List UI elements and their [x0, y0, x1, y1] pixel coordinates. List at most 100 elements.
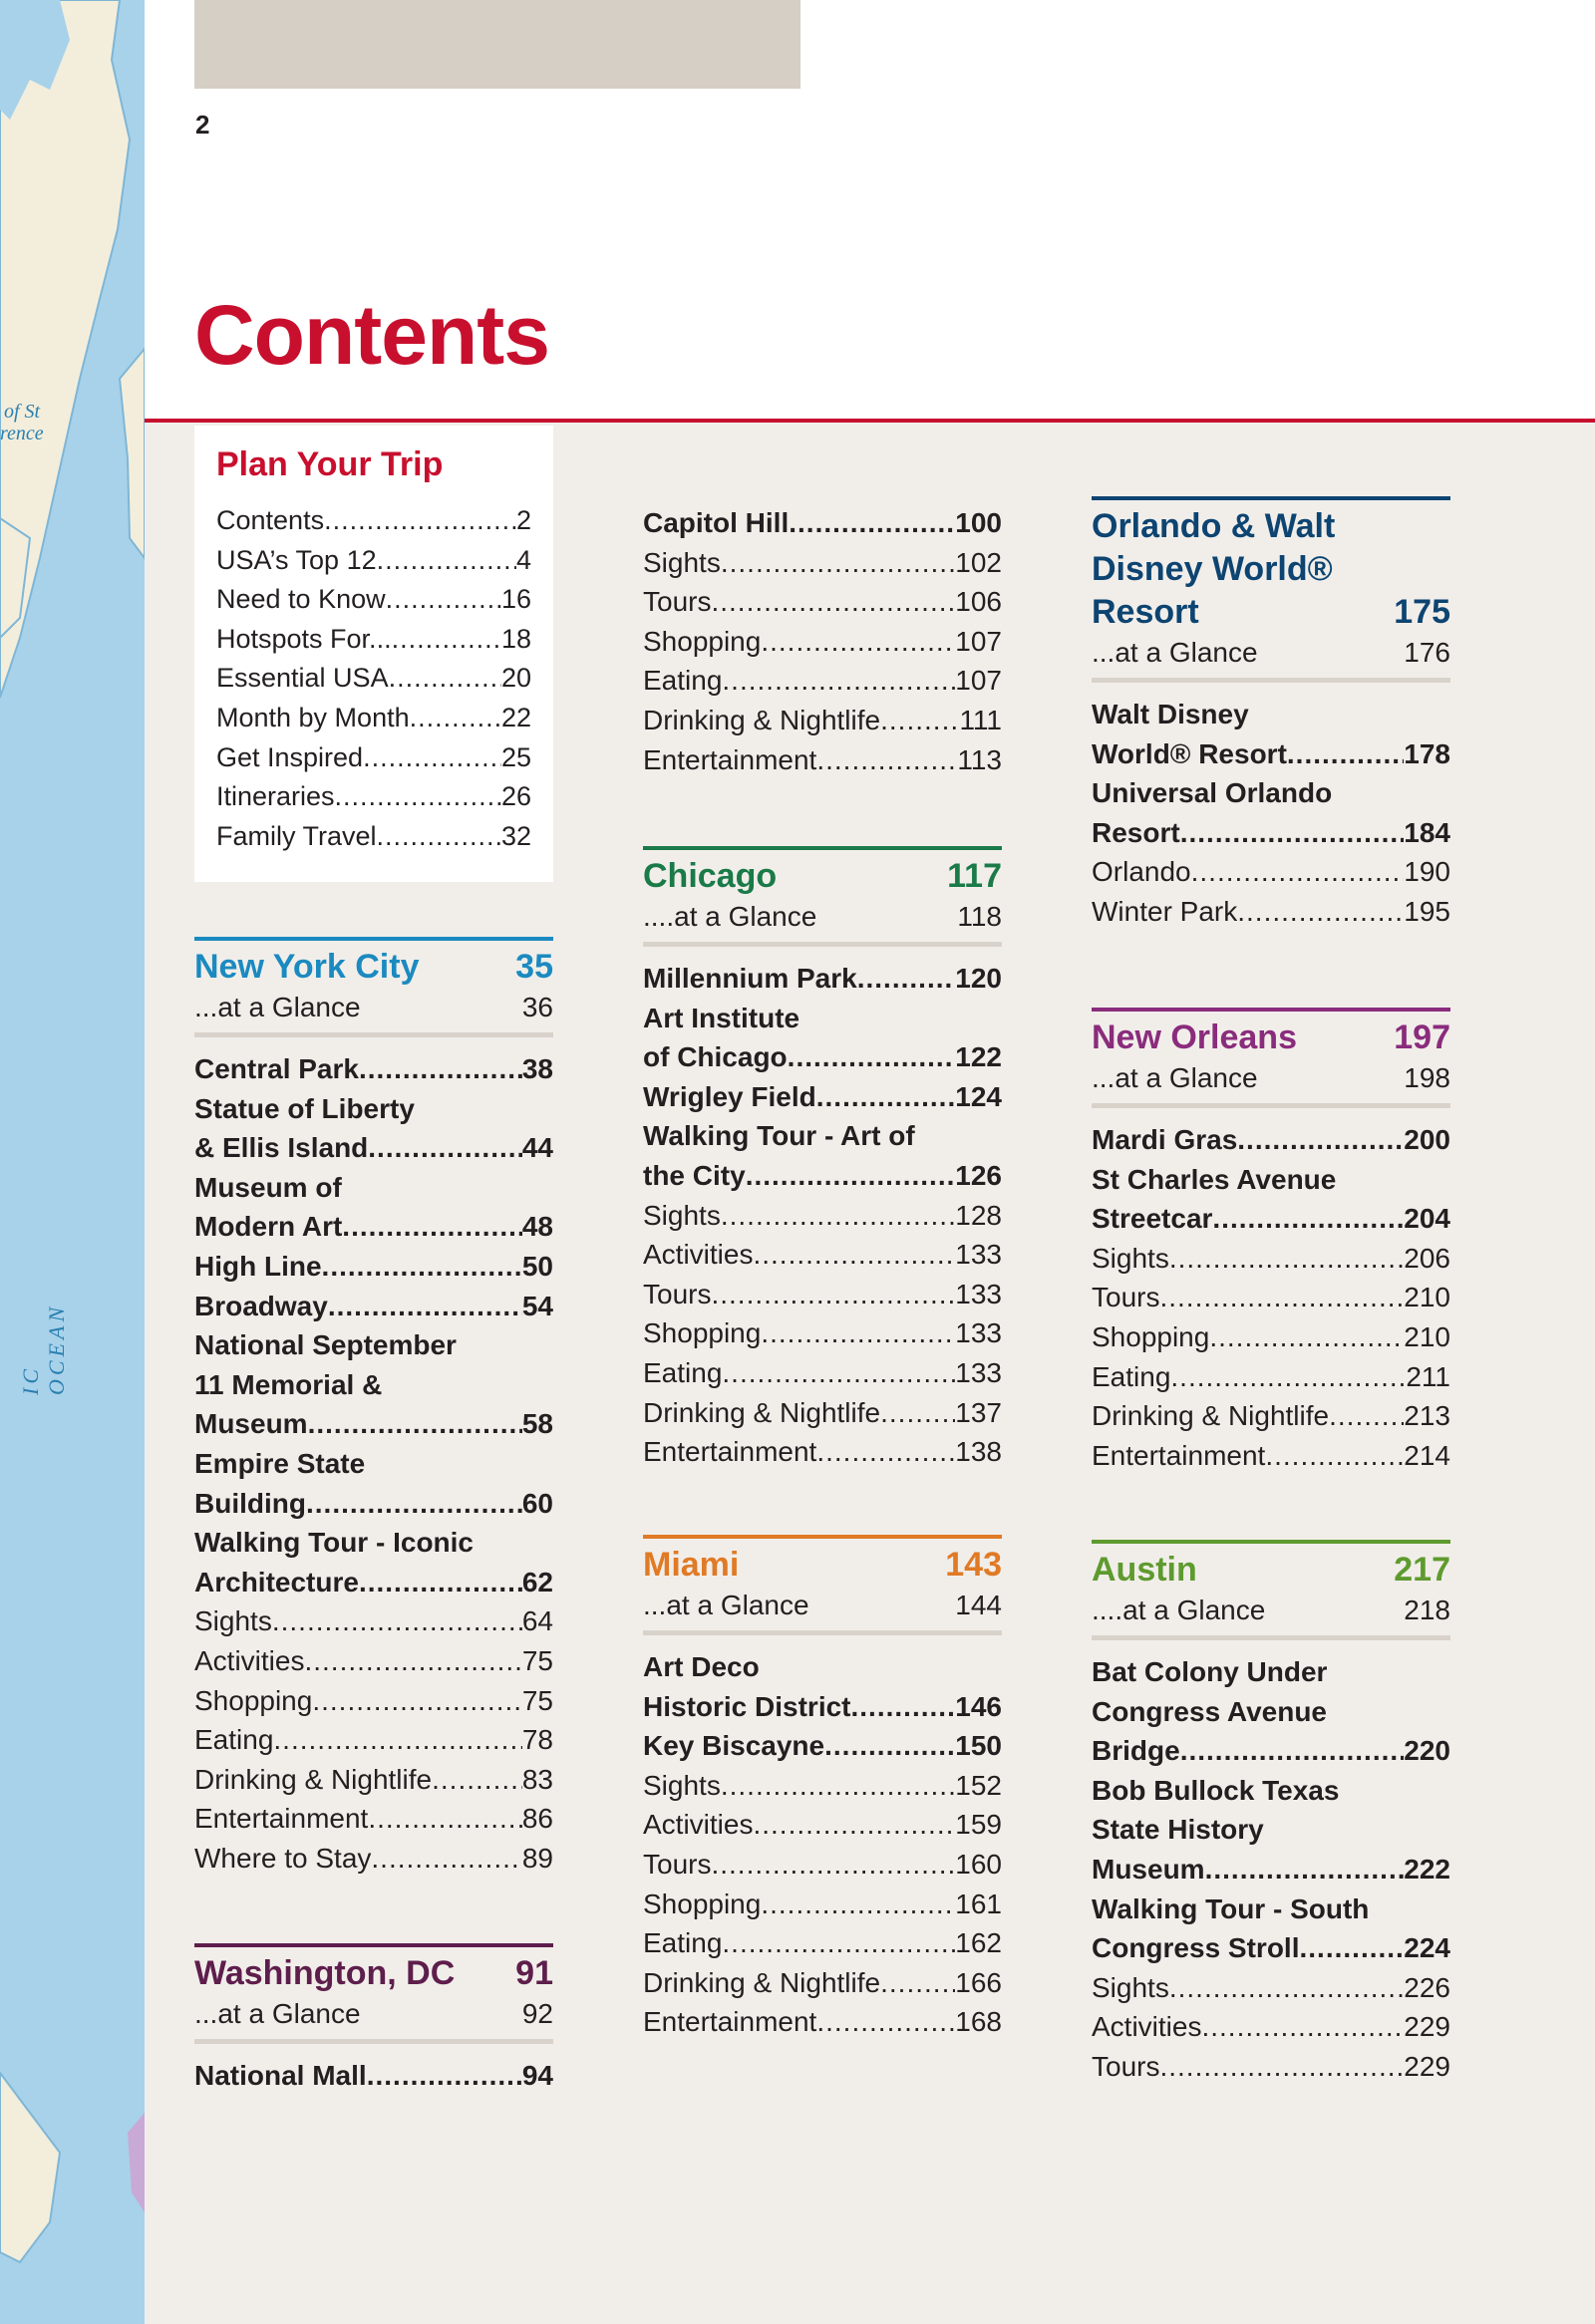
entry-title[interactable]: Shopping	[1092, 1320, 1210, 1352]
entry-title[interactable]: Drinking & Nightlife	[643, 704, 881, 735]
entry-title[interactable]: Itineraries	[216, 781, 335, 812]
toc-entry[interactable]: Tours 106	[643, 582, 1002, 622]
entry-page[interactable]: 54	[521, 1290, 553, 1321]
glance-label[interactable]: ...at a Glance	[194, 1998, 361, 2029]
section-page[interactable]: 35	[515, 948, 553, 986]
entry-title[interactable]: Broadway	[194, 1290, 328, 1321]
entry-page[interactable]: 4	[515, 544, 531, 575]
entry-page[interactable]: 62	[521, 1566, 553, 1598]
entry-title[interactable]: Entertainment	[643, 1436, 817, 1468]
toc-entry[interactable]: Drinking & Nightlife 83	[194, 1760, 553, 1800]
toc-entry[interactable]: & Ellis Island 44	[194, 1128, 553, 1168]
entry-title[interactable]: Sights	[643, 1769, 721, 1801]
entry-page[interactable]: 178	[1404, 737, 1450, 769]
toc-entry[interactable]: Itineraries 26	[216, 777, 531, 817]
section-heading[interactable]: Chicago 117	[643, 854, 1002, 897]
entry-title[interactable]: Historic District	[643, 1690, 851, 1722]
toc-entry[interactable]: Bridge 220	[1092, 1731, 1450, 1771]
entry-title[interactable]: Tours	[643, 1278, 712, 1309]
toc-entry[interactable]: of Chicago 122	[643, 1037, 1002, 1077]
entry-page[interactable]: 113	[957, 743, 1002, 775]
toc-entry[interactable]: Tours 210	[1092, 1278, 1450, 1317]
entry-title[interactable]: Shopping	[643, 1317, 762, 1349]
at-a-glance-entry[interactable]: ...at a Glance 92	[194, 1994, 553, 2033]
entry-title[interactable]: National Mall	[194, 2060, 367, 2091]
entry-page[interactable]: 2	[515, 505, 531, 535]
entry-title[interactable]: Get Inspired	[216, 741, 364, 772]
entry-title[interactable]: Need to Know	[216, 584, 386, 615]
at-a-glance-entry[interactable]: ...at a Glance 144	[643, 1586, 1002, 1624]
entry-title[interactable]: Congress Stroll	[1092, 1932, 1300, 1964]
entry-page[interactable]: 200	[1404, 1124, 1450, 1155]
entry-page[interactable]: 214	[1404, 1439, 1450, 1471]
entry-title[interactable]: Eating	[194, 1724, 274, 1756]
entry-page[interactable]: 138	[955, 1436, 1002, 1468]
entry-title[interactable]: Sights	[194, 1605, 272, 1637]
entry-title[interactable]: Contents	[216, 505, 325, 535]
toc-entry[interactable]: Eating 211	[1092, 1357, 1450, 1397]
entry-title[interactable]: Sights	[1092, 1971, 1169, 2003]
entry-title[interactable]: Drinking & Nightlife	[643, 1396, 881, 1428]
entry-title[interactable]: Activities	[1092, 2011, 1202, 2043]
section-title[interactable]: Austin	[1092, 1551, 1197, 1589]
entry-title[interactable]: Millennium Park	[643, 963, 857, 994]
entry-title[interactable]: Month by Month	[216, 702, 410, 732]
entry-page[interactable]: 18	[500, 623, 531, 654]
entry-page[interactable]: 206	[1404, 1242, 1450, 1274]
entry-page[interactable]: 38	[521, 1053, 553, 1084]
entry-page[interactable]: 229	[1404, 2011, 1450, 2043]
toc-entry[interactable]: the City 126	[643, 1156, 1002, 1196]
toc-entry[interactable]: Where to Stay 89	[194, 1839, 553, 1879]
toc-entry[interactable]: Tours 160	[643, 1845, 1002, 1885]
entry-page[interactable]: 122	[955, 1041, 1002, 1073]
entry-page[interactable]: 89	[521, 1842, 553, 1874]
toc-entry[interactable]: Tours 133	[643, 1275, 1002, 1314]
entry-title[interactable]: Eating	[643, 665, 723, 697]
section-title[interactable]: New Orleans	[1092, 1018, 1297, 1056]
entry-title[interactable]: Sights	[1092, 1242, 1169, 1274]
toc-entry[interactable]: Drinking & Nightlife 111	[643, 701, 1002, 740]
entry-title[interactable]: World® Resort	[1092, 737, 1287, 769]
entry-page[interactable]: 222	[1404, 1853, 1450, 1885]
section-title[interactable]: New York City	[194, 948, 420, 986]
entry-page[interactable]: 20	[500, 663, 531, 694]
section-heading[interactable]: Austin 217	[1092, 1548, 1450, 1591]
glance-label[interactable]: ...at a Glance	[643, 1590, 809, 1620]
toc-entry[interactable]: Essential USA 20	[216, 659, 531, 699]
entry-page[interactable]: 44	[521, 1132, 553, 1164]
toc-entry[interactable]: Orlando 190	[1092, 852, 1450, 892]
entry-page[interactable]: 83	[521, 1763, 553, 1795]
glance-label[interactable]: ...at a Glance	[194, 992, 361, 1022]
toc-entry[interactable]: Sights 102	[643, 543, 1002, 583]
entry-title[interactable]: Essential USA	[216, 663, 389, 694]
toc-entry[interactable]: Streetcar 204	[1092, 1199, 1450, 1239]
glance-label[interactable]: ....at a Glance	[643, 901, 817, 932]
entry-page[interactable]: 146	[955, 1690, 1002, 1722]
entry-title[interactable]: Museum	[1092, 1853, 1205, 1885]
entry-page[interactable]: 107	[955, 665, 1002, 697]
toc-entry[interactable]: Architecture 62	[194, 1563, 553, 1602]
toc-entry[interactable]: Winter Park 195	[1092, 892, 1450, 932]
entry-title[interactable]: Architecture	[194, 1566, 359, 1598]
entry-title[interactable]: Family Travel	[216, 820, 377, 851]
toc-entry[interactable]: Mardi Gras 200	[1092, 1120, 1450, 1160]
entry-title[interactable]: Sights	[643, 546, 721, 578]
entry-page[interactable]: 22	[500, 702, 531, 732]
entry-page[interactable]: 78	[521, 1724, 553, 1756]
section-heading[interactable]: Miami 143	[643, 1543, 1002, 1586]
entry-page[interactable]: 133	[955, 1317, 1002, 1349]
entry-page[interactable]: 107	[955, 625, 1002, 657]
toc-entry[interactable]: Contents 2	[216, 501, 531, 541]
glance-label[interactable]: ...at a Glance	[1092, 1062, 1258, 1093]
entry-title[interactable]: the City	[643, 1159, 746, 1191]
toc-entry[interactable]: Activities 133	[643, 1235, 1002, 1275]
entry-page[interactable]: 152	[955, 1769, 1002, 1801]
entry-page[interactable]: 195	[1404, 895, 1450, 927]
at-a-glance-entry[interactable]: ....at a Glance 218	[1092, 1591, 1450, 1629]
section-page[interactable]: 91	[515, 1954, 553, 1992]
glance-page[interactable]: 176	[1404, 637, 1450, 668]
toc-entry[interactable]: Eating 78	[194, 1720, 553, 1760]
entry-title[interactable]: Mardi Gras	[1092, 1124, 1238, 1155]
toc-entry[interactable]: Eating 162	[643, 1923, 1002, 1963]
entry-title[interactable]: Entertainment	[194, 1803, 369, 1835]
